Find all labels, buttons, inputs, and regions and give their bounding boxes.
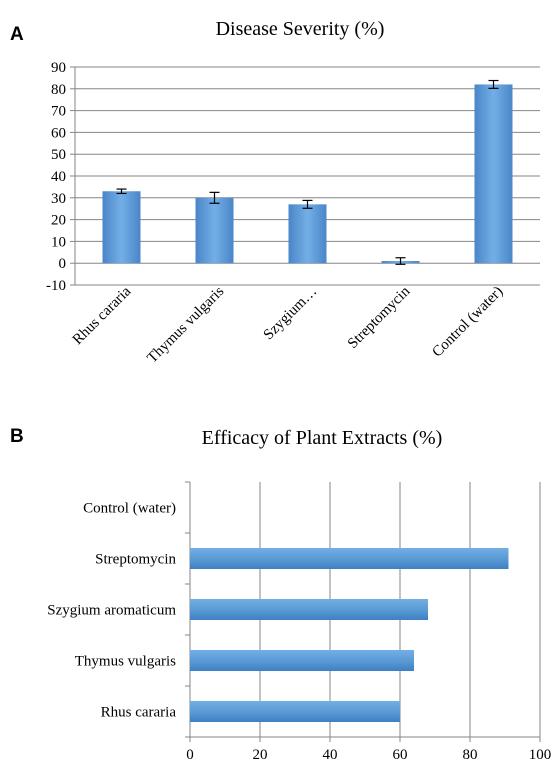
x-tick-label: 20 bbox=[253, 747, 268, 763]
x-category-label: Control (water) bbox=[429, 284, 506, 361]
bar bbox=[195, 197, 234, 264]
bar bbox=[190, 599, 428, 620]
x-tick-label: 100 bbox=[529, 747, 552, 763]
x-tick-label: 0 bbox=[186, 747, 194, 763]
x-tick-label: 60 bbox=[393, 747, 408, 763]
y-category-label: Rhus cararia bbox=[101, 705, 177, 721]
bar bbox=[190, 548, 509, 569]
y-category-label: Thymus vulgaris bbox=[75, 654, 176, 670]
bar bbox=[102, 191, 141, 264]
x-category-label: Rhus cararia bbox=[70, 283, 135, 348]
y-tick-label: 50 bbox=[51, 147, 66, 163]
chart-a: -10 0 10 20 30 40 50 60 70 80 90 Rhus cararia Thymus… bbox=[46, 60, 540, 366]
chart-a-title: Disease Severity (%) bbox=[216, 18, 385, 40]
y-category-label: Szygium aromaticum bbox=[47, 603, 176, 619]
panel-label-b: B bbox=[10, 426, 24, 447]
y-category-label: Streptomycin bbox=[95, 552, 176, 568]
y-tick-label: -10 bbox=[46, 278, 66, 294]
x-category-label: Thymus vulgaris bbox=[144, 283, 227, 366]
y-tick-label: 40 bbox=[51, 169, 66, 185]
y-tick-label: 60 bbox=[51, 125, 66, 141]
y-tick-label: 90 bbox=[51, 60, 66, 76]
bar bbox=[288, 204, 327, 264]
chart-b: 0 20 40 60 80 100 Control (water) Streptomycin S… bbox=[47, 481, 552, 763]
y-tick-label: 30 bbox=[51, 191, 66, 207]
y-tick-label: 70 bbox=[51, 104, 66, 120]
y-category-label: Control (water) bbox=[83, 501, 176, 517]
bar bbox=[190, 701, 400, 722]
chart-b-title: Efficacy of Plant Extracts (%) bbox=[202, 427, 443, 449]
bar bbox=[190, 650, 414, 671]
x-category-label: Streptomycin bbox=[345, 283, 414, 352]
y-tick-label: 20 bbox=[51, 213, 66, 229]
y-tick-label: 10 bbox=[51, 234, 66, 250]
panel-label-a: A bbox=[10, 24, 24, 45]
x-category-label: Szygium… bbox=[261, 284, 321, 344]
bar bbox=[474, 84, 513, 264]
y-tick-label: 80 bbox=[51, 82, 66, 98]
x-tick-label: 80 bbox=[463, 747, 478, 763]
y-tick-label: 0 bbox=[59, 256, 67, 272]
x-tick-label: 40 bbox=[323, 747, 338, 763]
